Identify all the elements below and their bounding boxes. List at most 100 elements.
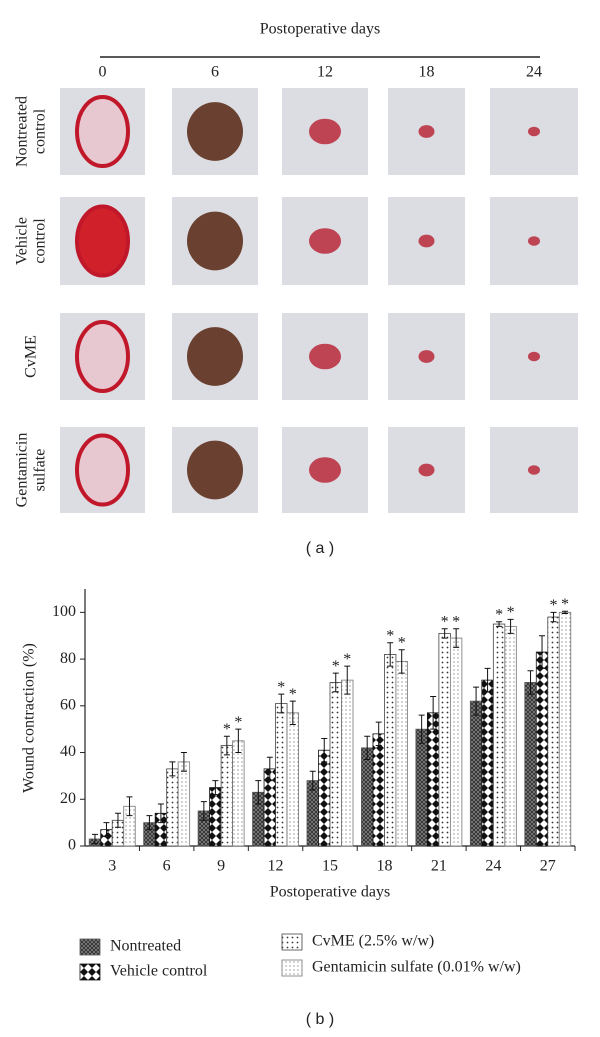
error-bar: [453, 628, 460, 648]
error-bar: [289, 700, 296, 726]
x-tick-label: 15: [322, 858, 338, 875]
error-bar: [309, 770, 316, 791]
wound: [309, 228, 341, 254]
bar: [209, 787, 222, 847]
error-bar: [507, 618, 514, 634]
error-bar: [103, 822, 110, 838]
bar: [558, 611, 572, 847]
bar: [449, 637, 463, 847]
significance-mark: *: [289, 686, 297, 703]
wound: [418, 350, 435, 363]
error-bar: [91, 833, 98, 845]
bar: [438, 632, 451, 847]
bar: [275, 703, 288, 847]
error-bar: [398, 649, 405, 674]
wound: [187, 211, 243, 271]
wound: [75, 204, 130, 278]
legend-label: Vehicle control: [110, 963, 208, 980]
significance-mark: *: [441, 613, 449, 630]
x-tick-label: 12: [268, 858, 284, 875]
panel-a-title: Postoperative days: [260, 21, 380, 38]
significance-mark: *: [386, 627, 394, 644]
x-tick-label: 24: [485, 858, 501, 875]
x-tick-label: 21: [431, 858, 447, 875]
bar: [492, 623, 506, 847]
wound: [528, 465, 540, 475]
bar: [166, 768, 179, 847]
error-bar: [441, 628, 448, 639]
error-bar: [332, 672, 339, 693]
error-bar: [266, 756, 273, 782]
significance-mark: *: [343, 651, 351, 668]
column-label: 12: [317, 64, 333, 81]
bar: [481, 679, 494, 847]
column-label: 24: [526, 64, 542, 81]
wound: [528, 236, 540, 246]
row-label: control: [32, 108, 49, 154]
wound: [418, 125, 435, 138]
row-label: Vehicle: [14, 217, 31, 265]
bar: [286, 712, 299, 847]
legend-swatch: [281, 959, 303, 977]
y-tick-label: 100: [52, 603, 76, 620]
bar: [361, 747, 374, 847]
column-label: 18: [419, 64, 435, 81]
row-label: Nontreated: [14, 96, 31, 167]
error-bar: [430, 695, 437, 730]
bar: [469, 700, 483, 847]
error-bar: [278, 693, 285, 714]
error-bar: [212, 780, 219, 796]
row-label: Gentamicin: [14, 433, 31, 508]
column-label: 6: [211, 64, 219, 81]
legend-label: Gentamicin sulfate (0.01% w/w): [312, 959, 521, 976]
wound: [187, 327, 243, 386]
error-bar: [375, 721, 382, 747]
error-bar: [169, 761, 176, 777]
x-axis-title: Postoperative days: [270, 884, 390, 901]
x-tick-label: 9: [217, 858, 225, 875]
wound: [309, 118, 341, 145]
error-bar: [200, 801, 207, 821]
error-bar: [157, 803, 164, 824]
row-label: CvME: [23, 335, 40, 378]
error-bar: [114, 812, 121, 828]
significance-mark: *: [332, 658, 340, 675]
x-tick-label: 18: [376, 858, 392, 875]
bar: [547, 616, 560, 847]
column-label: 0: [99, 64, 107, 81]
error-bar: [527, 670, 534, 695]
bar: [232, 740, 245, 847]
bar: [504, 625, 517, 847]
bar: [329, 682, 342, 847]
row-label: sulfate: [32, 449, 49, 492]
bar: [372, 733, 385, 847]
wound: [528, 126, 540, 137]
wound: [528, 351, 540, 362]
error-bar: [562, 610, 569, 615]
bar: [535, 651, 549, 847]
significance-mark: *: [223, 721, 231, 738]
legend-swatch: [79, 963, 101, 981]
y-tick-label: 0: [68, 837, 76, 854]
wound: [418, 463, 435, 477]
row-label: control: [32, 218, 49, 264]
significance-mark: *: [561, 596, 569, 613]
y-tick-label: 40: [60, 743, 76, 760]
significance-mark: *: [452, 613, 460, 630]
bar: [395, 661, 408, 847]
wound: [75, 320, 130, 393]
bar: [524, 682, 537, 847]
wound: [309, 343, 341, 370]
error-bar: [539, 635, 546, 669]
wound: [187, 102, 243, 161]
error-bar: [180, 752, 187, 772]
panel-b-label: ( b ): [306, 1011, 334, 1028]
wound: [418, 234, 435, 248]
legend-label: Nontreated: [110, 938, 181, 955]
bar: [177, 761, 191, 847]
wound: [187, 440, 243, 500]
bar: [341, 679, 354, 847]
y-tick-label: 60: [60, 696, 76, 713]
error-bar: [126, 796, 133, 817]
